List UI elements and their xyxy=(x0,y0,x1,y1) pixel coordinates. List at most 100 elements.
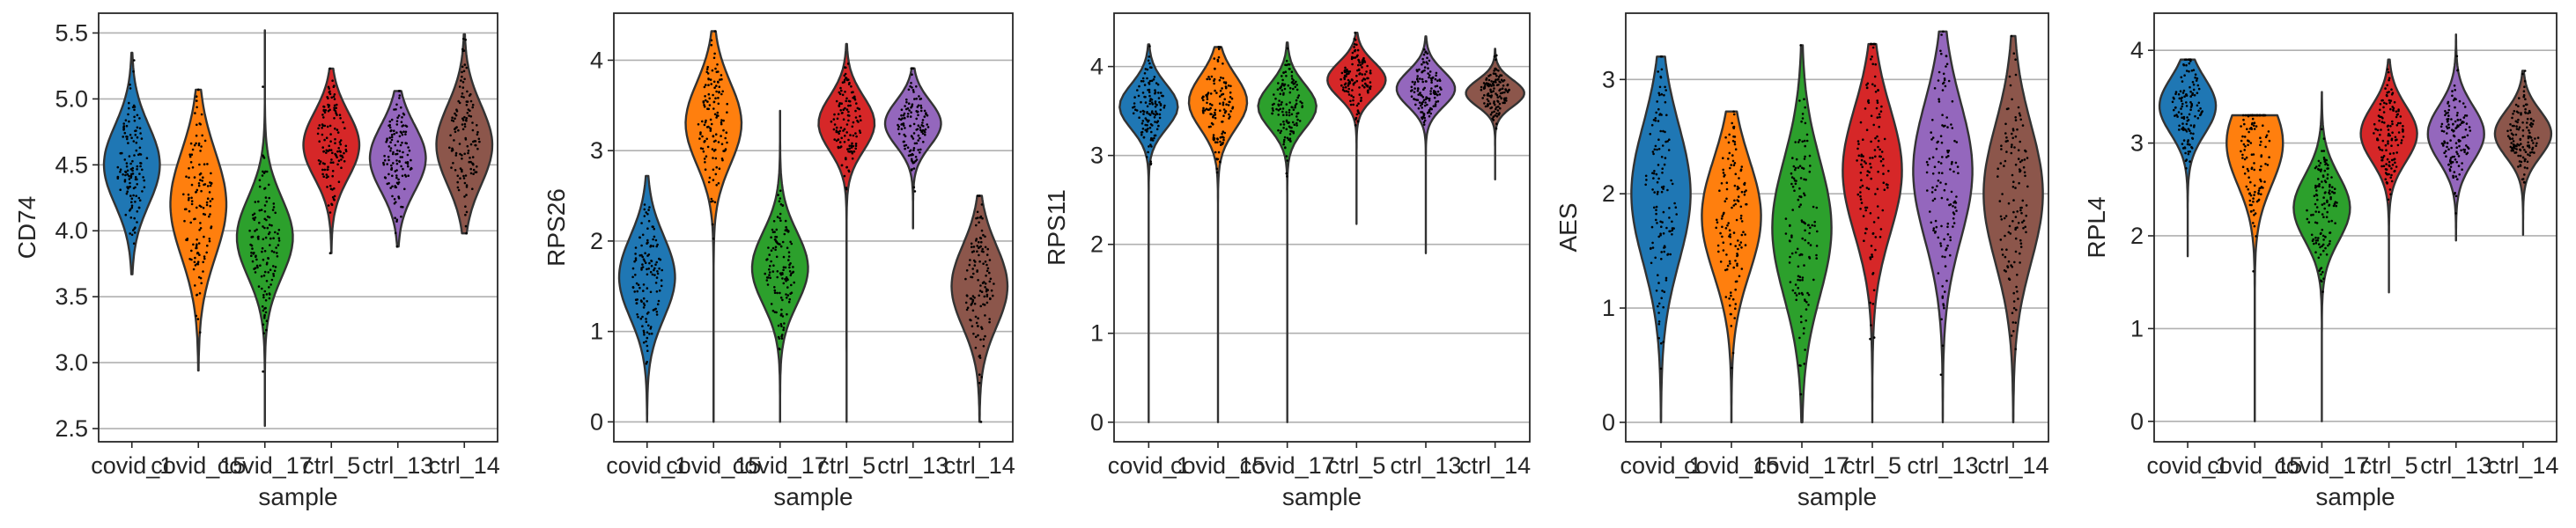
data-point xyxy=(2445,155,2447,158)
data-point xyxy=(642,297,646,300)
data-point xyxy=(333,117,336,120)
data-point xyxy=(641,315,644,319)
data-point xyxy=(1155,128,1159,131)
data-point xyxy=(1645,179,1648,181)
data-point xyxy=(1734,172,1738,176)
data-point xyxy=(1733,141,1737,143)
data-point xyxy=(1203,109,1207,112)
data-point xyxy=(656,243,659,246)
data-point xyxy=(986,247,989,251)
data-point xyxy=(335,106,338,109)
data-point xyxy=(1652,152,1655,156)
data-point xyxy=(2240,150,2242,153)
data-point xyxy=(1345,75,1347,78)
data-point xyxy=(1140,79,1143,83)
data-point xyxy=(1148,102,1151,106)
data-point xyxy=(2388,172,2390,176)
data-point xyxy=(1656,100,1658,103)
data-point xyxy=(1661,221,1664,224)
data-point xyxy=(2519,165,2522,167)
data-point xyxy=(463,122,467,126)
data-point xyxy=(2528,111,2531,114)
data-point xyxy=(272,206,276,209)
data-point xyxy=(1148,145,1150,148)
data-point xyxy=(1421,80,1424,84)
data-point xyxy=(116,177,120,180)
data-point xyxy=(1148,99,1152,103)
data-point xyxy=(2328,203,2331,207)
data-point xyxy=(394,170,397,172)
data-point xyxy=(2317,168,2321,172)
data-point xyxy=(461,128,465,131)
data-point xyxy=(919,106,923,109)
data-point xyxy=(639,317,643,320)
data-point xyxy=(264,196,268,199)
data-point xyxy=(2397,131,2401,134)
data-point xyxy=(642,341,646,344)
data-point xyxy=(461,123,464,126)
data-point xyxy=(1362,77,1365,80)
data-point xyxy=(2455,55,2459,58)
data-point xyxy=(471,103,475,106)
data-point xyxy=(979,284,982,287)
data-point xyxy=(2181,147,2185,150)
violin-covid_15 xyxy=(2225,114,2284,422)
data-point xyxy=(1418,101,1421,104)
data-point xyxy=(1798,336,1801,340)
data-point xyxy=(2379,102,2382,106)
data-point xyxy=(456,186,460,189)
data-point xyxy=(908,109,911,112)
data-point xyxy=(1285,114,1288,116)
data-point xyxy=(2263,114,2266,117)
data-point xyxy=(1733,184,1737,187)
data-point xyxy=(274,231,277,234)
data-point xyxy=(845,165,848,169)
data-point xyxy=(1428,114,1431,118)
data-point xyxy=(1722,241,1725,245)
data-point xyxy=(645,320,648,324)
data-point xyxy=(1282,71,1285,74)
data-point xyxy=(203,139,207,143)
data-point xyxy=(707,107,710,111)
data-point xyxy=(637,283,640,287)
data-point xyxy=(2388,152,2392,155)
data-point xyxy=(395,149,399,152)
data-point xyxy=(1872,221,1876,224)
data-point xyxy=(1290,113,1294,116)
data-point xyxy=(1664,89,1667,92)
data-point xyxy=(2017,158,2020,160)
data-point xyxy=(646,287,649,290)
data-point xyxy=(972,272,975,275)
data-point xyxy=(461,48,464,51)
data-point xyxy=(450,166,453,169)
data-point xyxy=(766,283,770,286)
data-point xyxy=(1220,136,1223,139)
data-point xyxy=(1660,251,1663,253)
data-point xyxy=(1866,170,1870,172)
data-point xyxy=(847,104,850,107)
data-point xyxy=(1719,260,1723,263)
data-point xyxy=(704,168,707,171)
data-point xyxy=(1789,239,1791,243)
data-point xyxy=(265,280,269,282)
data-point xyxy=(1223,131,1227,135)
data-point xyxy=(780,337,784,340)
data-point xyxy=(2018,181,2020,185)
data-point xyxy=(649,290,653,294)
data-point xyxy=(722,128,725,132)
data-point xyxy=(1798,99,1801,102)
data-point xyxy=(2387,142,2389,145)
data-point xyxy=(786,294,790,297)
data-point xyxy=(2515,128,2519,130)
data-point xyxy=(1657,138,1660,141)
data-point xyxy=(2396,113,2399,116)
data-point xyxy=(650,332,653,335)
data-point xyxy=(452,162,454,165)
data-point xyxy=(331,195,335,199)
data-point xyxy=(980,240,983,244)
data-point xyxy=(388,158,390,162)
data-point xyxy=(980,203,984,206)
data-point xyxy=(2526,160,2529,164)
data-point xyxy=(2517,128,2521,131)
data-point xyxy=(2520,143,2522,145)
